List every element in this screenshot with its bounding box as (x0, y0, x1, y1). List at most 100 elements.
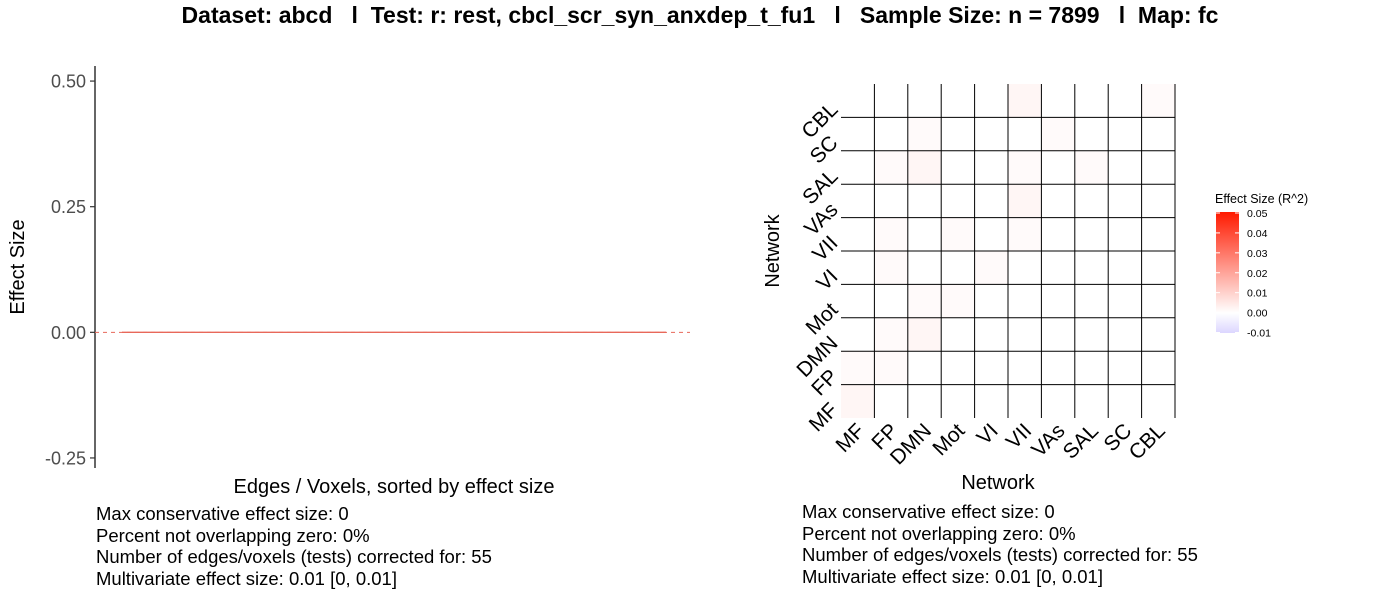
heatmap-cell (941, 184, 975, 218)
right-stats-block: Max conservative effect size: 0 Percent … (802, 501, 1198, 587)
heatmap-y-tick-label: Mot (802, 298, 843, 339)
heatmap-cell (941, 84, 975, 118)
heatmap-cell (941, 117, 975, 151)
y-axis-title: Effect Size (7, 219, 29, 314)
heatmap-cell (1041, 117, 1075, 151)
heatmap-cell (1041, 84, 1075, 118)
stat-tests-corrected: Number of edges/voxels (tests) corrected… (802, 544, 1198, 565)
heatmap-cell (941, 284, 975, 318)
legend-color-bar (1216, 212, 1239, 333)
heatmap-cell (874, 351, 908, 385)
heatmap-cell (974, 251, 1008, 285)
heatmap-cell (841, 251, 875, 285)
legend-tick-label: 0.04 (1247, 228, 1268, 240)
y-tick-label: 0.00 (51, 323, 86, 343)
heatmap-cell (907, 317, 942, 352)
heatmap-cell (907, 217, 942, 251)
heatmap-cell (1041, 184, 1075, 218)
legend-tick-label: 0.01 (1247, 288, 1268, 300)
heatmap-cell (874, 317, 908, 352)
heatmap-cell (974, 150, 1008, 185)
heatmap-cell (841, 317, 875, 352)
heatmap-cell (841, 150, 875, 185)
heatmap-cell (1041, 150, 1075, 185)
legend-tick-label: -0.01 (1247, 328, 1271, 340)
heatmap-cell (907, 117, 942, 151)
stat-percent-nonzero: Percent not overlapping zero: 0% (96, 524, 370, 546)
heatmap-cell (1008, 184, 1042, 218)
y-tick-label: 0.25 (51, 197, 86, 217)
heatmap-cell (941, 150, 975, 185)
heatmap-x-tick-label: Mot (928, 419, 969, 460)
heatmap-cell (974, 184, 1008, 218)
heatmap-cell (841, 217, 875, 251)
heatmap-cells (841, 84, 1175, 418)
heatmap-cell (907, 84, 942, 118)
legend-tick-label: 0.03 (1247, 248, 1268, 260)
heatmap-y-tick-label: CBL (797, 98, 842, 143)
heatmap-grid (841, 84, 1176, 418)
y-tick-label: 0.50 (51, 72, 86, 92)
legend-title: Effect Size (R^2) (1215, 192, 1308, 206)
heatmap-network-labels: MFMFFPFPDMNDMNMotMotVIVIVIIVIIVAsVAsSALS… (792, 98, 1169, 469)
heatmap-cell (907, 184, 942, 218)
heatmap-cell (841, 184, 875, 218)
heatmap-cell (974, 84, 1008, 118)
heatmap-cell (874, 150, 908, 185)
heatmap-cell (841, 284, 875, 318)
heatmap-x-tick-label: SAL (1059, 419, 1103, 463)
heatmap-cell (841, 117, 875, 151)
heatmap-cell (841, 84, 875, 118)
heatmap-y-tick-label: VI (812, 265, 842, 295)
heatmap-x-tick-label: VI (973, 419, 1003, 449)
heatmap-cell (1074, 117, 1109, 151)
heatmap-cell (841, 384, 875, 418)
stat-multivariate: Multivariate effect size: 0.01 [0, 0.01] (802, 565, 1103, 587)
y-tick-label: -0.25 (45, 448, 86, 468)
heatmap-x-tick-label: CBL (1125, 419, 1170, 464)
stat-max-effect: Max conservative effect size: 0 (96, 503, 349, 524)
heatmap-cell (1008, 217, 1042, 251)
heatmap-cell (1074, 84, 1109, 118)
color-legend: Effect Size (R^2) 0.050.040.030.020.010.… (1215, 192, 1308, 340)
network-heatmap: MFMFFPFPDMNDMNMotMotVIVIVIIVIIVAsVAsSALS… (762, 84, 1176, 494)
heatmap-y-tick-label: MF (805, 399, 843, 437)
stat-tests-corrected: Number of edges/voxels (tests) corrected… (96, 546, 492, 567)
heatmap-x-tick-label: VAs (1027, 419, 1069, 461)
effect-size-plot: -0.25 0.00 0.25 0.50 Effect Size Edges / Vo… (7, 66, 690, 498)
heatmap-cell (1074, 150, 1109, 185)
x-axis-title: Edges / Voxels, sorted by effect size (234, 476, 555, 498)
heatmap-cell (907, 150, 942, 185)
left-stats-block: Max conservative effect size: 0 Percent … (96, 503, 492, 589)
stat-percent-nonzero: Percent not overlapping zero: 0% (802, 522, 1076, 544)
heatmap-y-axis-title: Network (762, 213, 784, 287)
heatmap-cell (1008, 84, 1042, 118)
legend-ticks: 0.05 0.04 0.03 0.02 0.01 0.00 -0.01 (1216, 208, 1271, 340)
heatmap-y-tick-label: SAL (798, 165, 842, 209)
heatmap-cell (874, 184, 908, 218)
heatmap-cell (907, 251, 942, 285)
heatmap-cell (841, 351, 875, 385)
heatmap-cell (941, 251, 975, 285)
y-axis-ticks: -0.25 0.00 0.25 0.50 (45, 72, 95, 468)
legend-tick-label: 0.02 (1247, 268, 1268, 280)
heatmap-cell (874, 251, 908, 285)
heatmap-cell (874, 84, 908, 118)
stat-max-effect: Max conservative effect size: 0 (802, 501, 1055, 522)
legend-tick-label: 0.00 (1247, 308, 1268, 320)
heatmap-cell (974, 217, 1008, 251)
legend-tick-label: 0.05 (1247, 208, 1268, 220)
heatmap-x-axis-title: Network (961, 472, 1035, 494)
heatmap-cell (874, 284, 908, 318)
heatmap-cell (1108, 117, 1142, 151)
page-title: Dataset: abcd l Test: r: rest, cbcl_scr_… (181, 2, 1219, 28)
heatmap-cell (974, 117, 1008, 151)
heatmap-cell (874, 217, 908, 251)
heatmap-y-tick-label: VAs (800, 198, 842, 240)
stat-multivariate: Multivariate effect size: 0.01 [0, 0.01] (96, 567, 397, 589)
heatmap-cell (1008, 117, 1042, 151)
heatmap-cell (907, 284, 942, 318)
heatmap-cell (941, 217, 975, 251)
heatmap-cell (1141, 84, 1175, 118)
